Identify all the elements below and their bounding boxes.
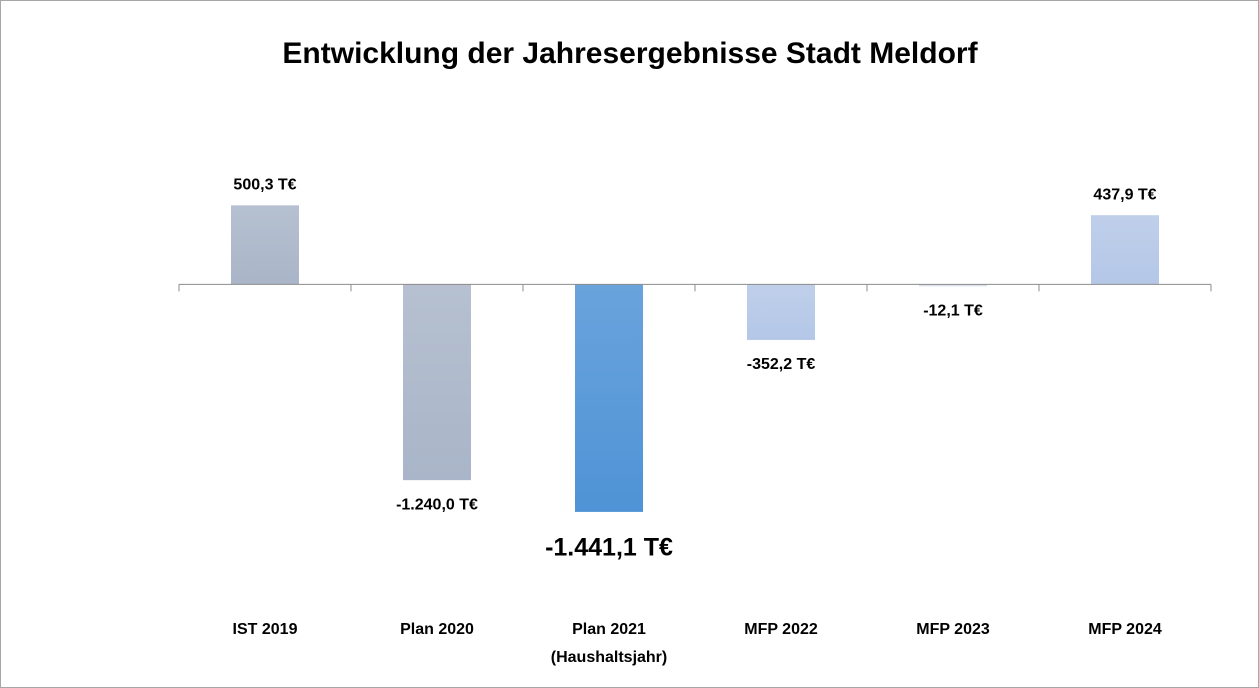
x-tick-label-line: (Haushaltsjahr) (551, 649, 667, 666)
x-tick-label: Plan 2020 (400, 621, 474, 638)
value-label: 500,3 T€ (233, 177, 296, 194)
value-label: -1.441,1 T€ (545, 534, 673, 562)
bar (919, 284, 987, 287)
x-tick-label: MFP 2024 (1088, 621, 1162, 638)
bar (747, 284, 815, 340)
value-label: -1.240,0 T€ (396, 496, 478, 513)
x-tick-label: Plan 2021 (Haushaltsjahr) (551, 621, 667, 666)
bar (403, 284, 471, 481)
x-tick-label-line: Plan 2021 (572, 621, 646, 638)
bar (575, 284, 643, 512)
value-label: 437,9 T€ (1093, 186, 1156, 203)
value-label: -352,2 T€ (747, 356, 816, 373)
bar (231, 205, 299, 285)
x-tick-label: MFP 2023 (916, 621, 990, 638)
bar (1091, 215, 1159, 285)
value-label: -12,1 T€ (923, 302, 983, 319)
x-tick-label: IST 2019 (233, 621, 298, 638)
x-tick-label: MFP 2022 (744, 621, 818, 638)
chart-title: Entwicklung der Jahresergebnisse Stadt M… (282, 37, 978, 70)
